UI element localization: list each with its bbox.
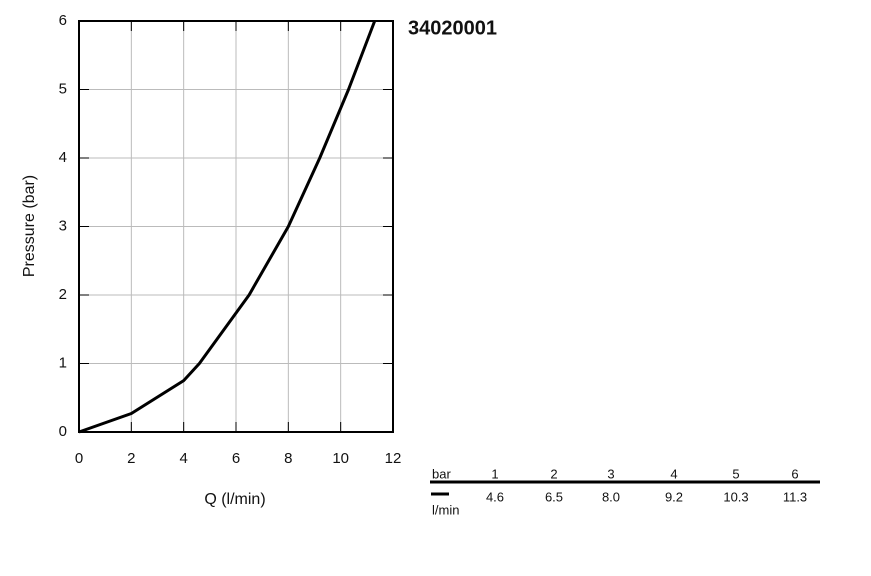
x-tick-label: 12: [385, 450, 402, 467]
x-tick-label: 0: [75, 450, 83, 467]
table-header: 5: [732, 466, 739, 481]
table-header: 1: [491, 466, 498, 481]
table-cell: 11.3: [783, 489, 807, 504]
y-tick-label: 6: [59, 12, 67, 29]
table-cell: 10.3: [723, 489, 748, 504]
y-tick-label: 5: [59, 80, 67, 97]
table-cell: 4.6: [486, 489, 504, 504]
y-tick-label: 2: [59, 286, 67, 303]
y-tick-label: 1: [59, 354, 67, 371]
y-tick-label: 4: [59, 149, 67, 166]
y-tick-label: 3: [59, 217, 67, 234]
y-axis-label: Pressure (bar): [21, 175, 38, 277]
x-tick-label: 6: [232, 450, 240, 467]
x-tick-label: 10: [332, 450, 349, 467]
table-header: 2: [550, 466, 557, 481]
table-header: 4: [670, 466, 677, 481]
chart-title: 34020001: [408, 17, 497, 39]
x-tick-label: 8: [284, 450, 292, 467]
x-tick-label: 4: [179, 450, 187, 467]
table-cell: 8.0: [602, 489, 620, 504]
table-cell: l/min: [432, 502, 459, 517]
table-header: 6: [791, 466, 798, 481]
x-tick-label: 2: [127, 450, 135, 467]
table-cell: 9.2: [665, 489, 683, 504]
table-header: bar: [432, 466, 451, 481]
x-axis-label: Q (l/min): [204, 491, 265, 508]
table-cell: 6.5: [545, 489, 563, 504]
plot-frame: [78, 20, 394, 433]
curve: [78, 20, 377, 434]
table-header: 3: [607, 466, 614, 481]
y-tick-label: 0: [59, 423, 67, 440]
